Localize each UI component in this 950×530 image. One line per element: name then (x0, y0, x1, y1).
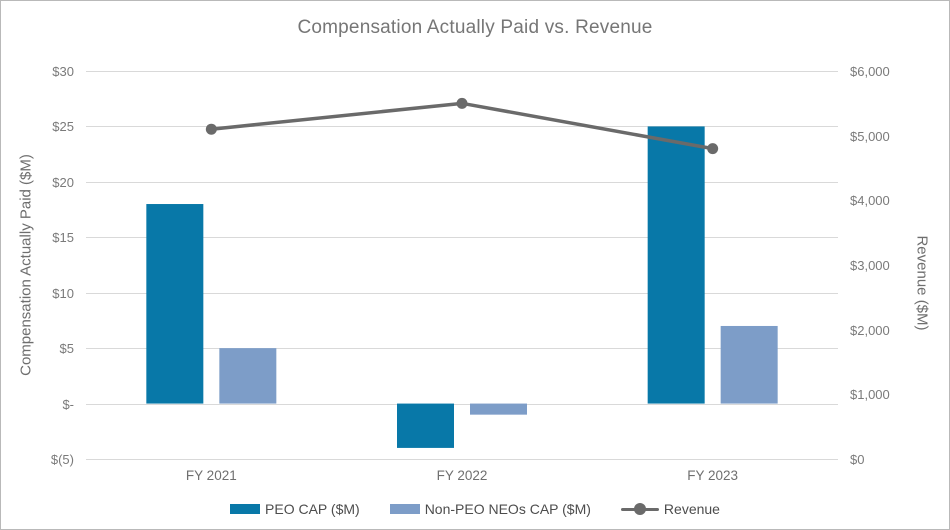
right-tick-label: $6,000 (850, 64, 890, 79)
bar-peo-cap-m-fy-2021 (146, 204, 204, 404)
right-tick-label: $2,000 (850, 322, 890, 338)
category-label-fy-2022: FY 2022 (436, 468, 488, 483)
left-tick-label: $25 (52, 119, 74, 135)
bar-peo-cap-m-fy-2023 (647, 126, 705, 404)
right-tick-label: $3,000 (850, 258, 890, 273)
legend-item-peo-cap-m: PEO CAP ($M) (230, 501, 360, 517)
series-layer (146, 97, 778, 448)
left-tick-label: $30 (52, 64, 74, 79)
legend-item-revenue: Revenue (620, 501, 720, 517)
gridline (86, 403, 838, 405)
left-tick-label: $15 (52, 230, 74, 246)
right-axis-title: Revenue ($M) (913, 235, 931, 331)
left-tick-label: $- (62, 396, 74, 412)
legend-label: PEO CAP ($M) (265, 501, 360, 517)
revenue-marker-fy-2023 (707, 143, 719, 155)
chart-title: Compensation Actually Paid vs. Revenue (297, 17, 653, 38)
plot-area (86, 71, 838, 460)
left-tick-label: $20 (52, 174, 74, 190)
category-label-fy-2023: FY 2023 (687, 468, 739, 483)
right-tick-label: $4,000 (850, 193, 890, 209)
gridline (86, 292, 838, 294)
legend-label: Non-PEO NEOs CAP ($M) (424, 501, 591, 517)
legend: PEO CAP ($M) Non-PEO NEOs CAP ($M) Revenue (1, 501, 949, 517)
bar-non-peo-neos-cap-m-fy-2023 (720, 325, 778, 404)
bar-non-peo-neos-cap-m-fy-2022 (470, 403, 527, 415)
line-revenue (211, 101, 713, 151)
legend-swatch-icon (230, 504, 261, 514)
revenue-marker-fy-2021 (205, 123, 217, 135)
gridline (86, 71, 838, 72)
left-tick-label: $(5) (50, 452, 74, 467)
left-tick-label: $5 (59, 341, 74, 357)
legend-swatch-icon (389, 504, 420, 514)
legend-item-non-peo-neos-cap-m: Non-PEO NEOs CAP ($M) (389, 501, 591, 517)
gridline (86, 348, 838, 350)
right-tick-label: $0 (850, 452, 865, 467)
category-label-fy-2021: FY 2021 (185, 468, 237, 483)
revenue-marker-fy-2022 (456, 97, 468, 109)
gridline (86, 181, 838, 183)
gridline (86, 126, 838, 128)
legend-label: Revenue (663, 501, 720, 517)
bar-peo-cap-m-fy-2022 (397, 403, 454, 448)
bar-non-peo-neos-cap-m-fy-2021 (219, 348, 277, 404)
left-tick-label: $10 (52, 285, 74, 301)
gridline (86, 237, 838, 239)
right-tick-label: $5,000 (850, 128, 890, 144)
legend-line-marker-icon (620, 503, 659, 515)
gridline (86, 459, 838, 460)
right-tick-label: $1,000 (850, 387, 890, 403)
